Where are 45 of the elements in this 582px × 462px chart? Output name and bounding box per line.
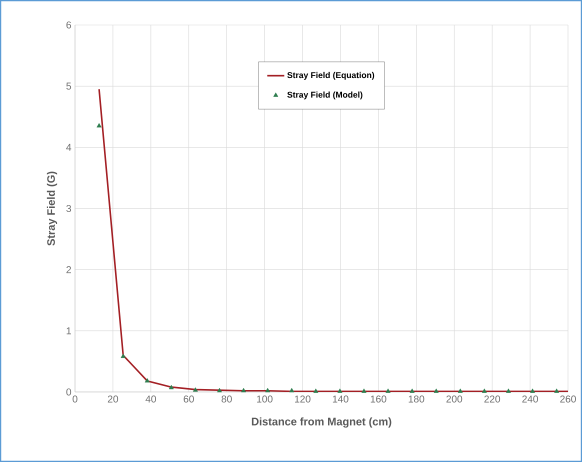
x-tick-label: 140 xyxy=(332,396,348,403)
x-tick-label: 40 xyxy=(146,396,156,403)
point xyxy=(241,388,246,392)
point xyxy=(337,388,342,393)
x-tick-label: 60 xyxy=(184,396,194,403)
legend-label: Stray Field (Model) xyxy=(287,91,362,100)
x-tick-label: 220 xyxy=(484,396,500,403)
legend-label: Stray Field (Equation) xyxy=(287,72,374,80)
x-tick-label: 180 xyxy=(408,396,424,403)
point xyxy=(386,388,391,393)
x-tick-label: 20 xyxy=(108,396,118,403)
point xyxy=(120,354,126,358)
point xyxy=(168,384,174,390)
point xyxy=(144,378,150,382)
y-tick-label: 5 xyxy=(66,82,72,90)
point xyxy=(458,388,463,393)
y-tick-label: 6 xyxy=(66,21,72,29)
point xyxy=(265,388,270,392)
point xyxy=(289,388,294,392)
x-tick-label: 120 xyxy=(295,396,310,403)
x-tick-label: 260 xyxy=(560,396,576,403)
y-tick-label: 1 xyxy=(66,327,72,334)
y-tick-label: 0 xyxy=(66,388,72,396)
y-axis-title: Stray Field (G) xyxy=(46,172,58,246)
y-tick-label: 3 xyxy=(66,204,72,212)
x-tick-label: 240 xyxy=(522,396,538,403)
point xyxy=(482,388,487,393)
x-tick-label: 0 xyxy=(72,396,78,403)
x-tick-label: 200 xyxy=(446,396,462,403)
y-tick-label: 2 xyxy=(66,266,71,274)
point xyxy=(506,388,511,393)
x-tick-label: 100 xyxy=(257,396,273,403)
point xyxy=(313,388,318,393)
point xyxy=(192,387,198,392)
point xyxy=(554,388,560,393)
x-axis-title: Distance from Magnet (cm) xyxy=(252,417,392,428)
point xyxy=(362,388,366,393)
point xyxy=(96,123,102,128)
point xyxy=(217,388,222,392)
y-tick-label: 4 xyxy=(66,144,72,151)
point xyxy=(530,388,535,393)
point xyxy=(434,388,439,393)
x-tick-label: 80 xyxy=(222,396,232,403)
x-tick-label: 160 xyxy=(370,396,386,403)
point xyxy=(410,388,415,393)
